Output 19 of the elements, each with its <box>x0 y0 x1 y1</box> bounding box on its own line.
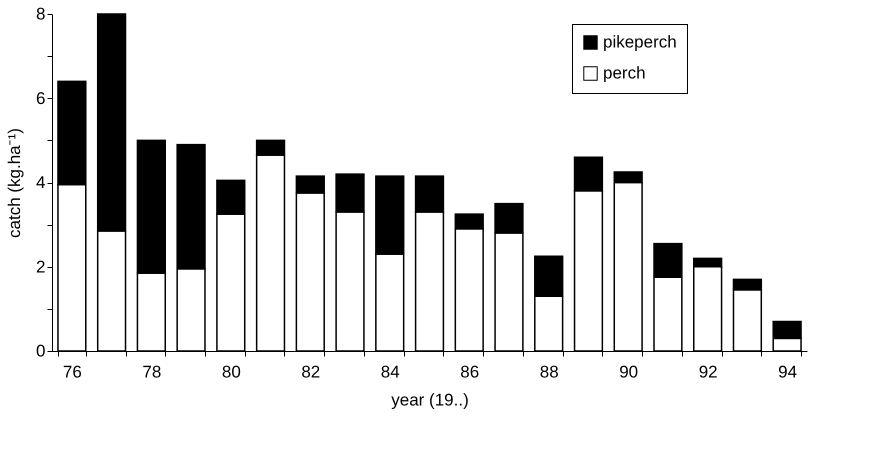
legend-label: perch <box>603 64 646 82</box>
x-tick-label: 82 <box>301 362 320 382</box>
y-tick-label: 0 <box>36 342 46 360</box>
x-tick-label: 88 <box>540 362 559 382</box>
y-tick-label: 8 <box>36 4 46 24</box>
y-axis-title: catch (kg.ha⁻¹) <box>5 128 24 238</box>
y-tick-label: 4 <box>36 173 46 192</box>
x-tick-label: 94 <box>778 362 798 382</box>
x-tick-label: 86 <box>460 362 480 382</box>
x-axis-title: year (19..) <box>391 390 469 410</box>
x-tick-label: 92 <box>698 362 718 382</box>
x-tick-label: 78 <box>142 362 162 382</box>
x-tick-label: 76 <box>62 362 82 382</box>
legend-label: pikeperch <box>603 32 677 52</box>
x-tick-label: 90 <box>619 362 638 382</box>
x-tick-label: 80 <box>222 362 241 382</box>
x-tick-label: 84 <box>380 362 400 382</box>
y-tick-label: 2 <box>36 257 46 276</box>
y-tick-label: 6 <box>36 88 46 108</box>
